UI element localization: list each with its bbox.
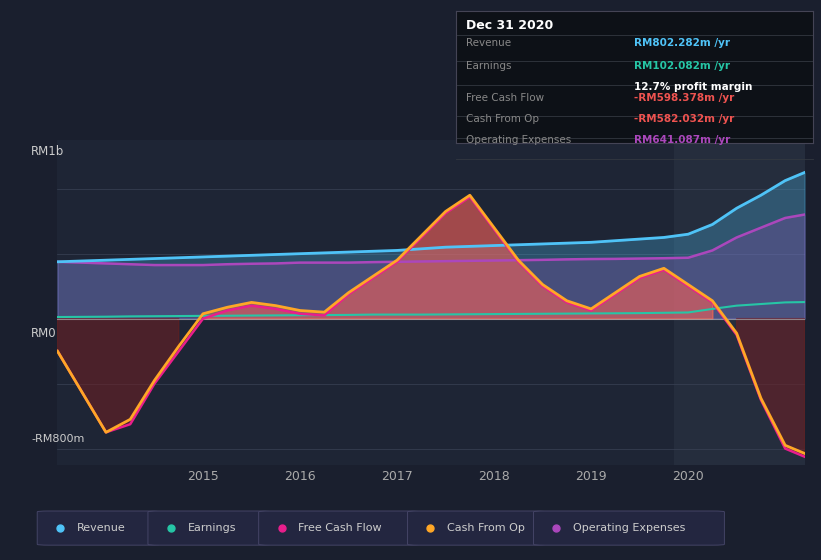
Bar — [673, 140, 805, 465]
Text: Dec 31 2020: Dec 31 2020 — [466, 19, 553, 32]
FancyBboxPatch shape — [407, 511, 545, 545]
FancyBboxPatch shape — [259, 511, 419, 545]
Text: Cash From Op: Cash From Op — [447, 523, 525, 533]
FancyBboxPatch shape — [534, 511, 724, 545]
Text: Earnings: Earnings — [466, 61, 511, 71]
Text: -RM582.032m /yr: -RM582.032m /yr — [635, 114, 735, 124]
Text: RM0: RM0 — [31, 326, 57, 340]
Text: RM102.082m /yr: RM102.082m /yr — [635, 61, 730, 71]
Text: Free Cash Flow: Free Cash Flow — [466, 93, 544, 103]
FancyBboxPatch shape — [37, 511, 159, 545]
Text: Operating Expenses: Operating Expenses — [573, 523, 686, 533]
Text: RM1b: RM1b — [31, 145, 65, 158]
Text: 12.7% profit margin: 12.7% profit margin — [635, 82, 753, 92]
Text: Operating Expenses: Operating Expenses — [466, 135, 571, 145]
Text: Free Cash Flow: Free Cash Flow — [298, 523, 382, 533]
Text: -RM800m: -RM800m — [31, 434, 85, 444]
Text: Earnings: Earnings — [188, 523, 236, 533]
Text: Revenue: Revenue — [77, 523, 126, 533]
Text: RM802.282m /yr: RM802.282m /yr — [635, 38, 730, 48]
Text: Cash From Op: Cash From Op — [466, 114, 539, 124]
Text: Revenue: Revenue — [466, 38, 511, 48]
FancyBboxPatch shape — [148, 511, 270, 545]
Text: RM641.087m /yr: RM641.087m /yr — [635, 135, 731, 145]
Text: -RM598.378m /yr: -RM598.378m /yr — [635, 93, 735, 103]
